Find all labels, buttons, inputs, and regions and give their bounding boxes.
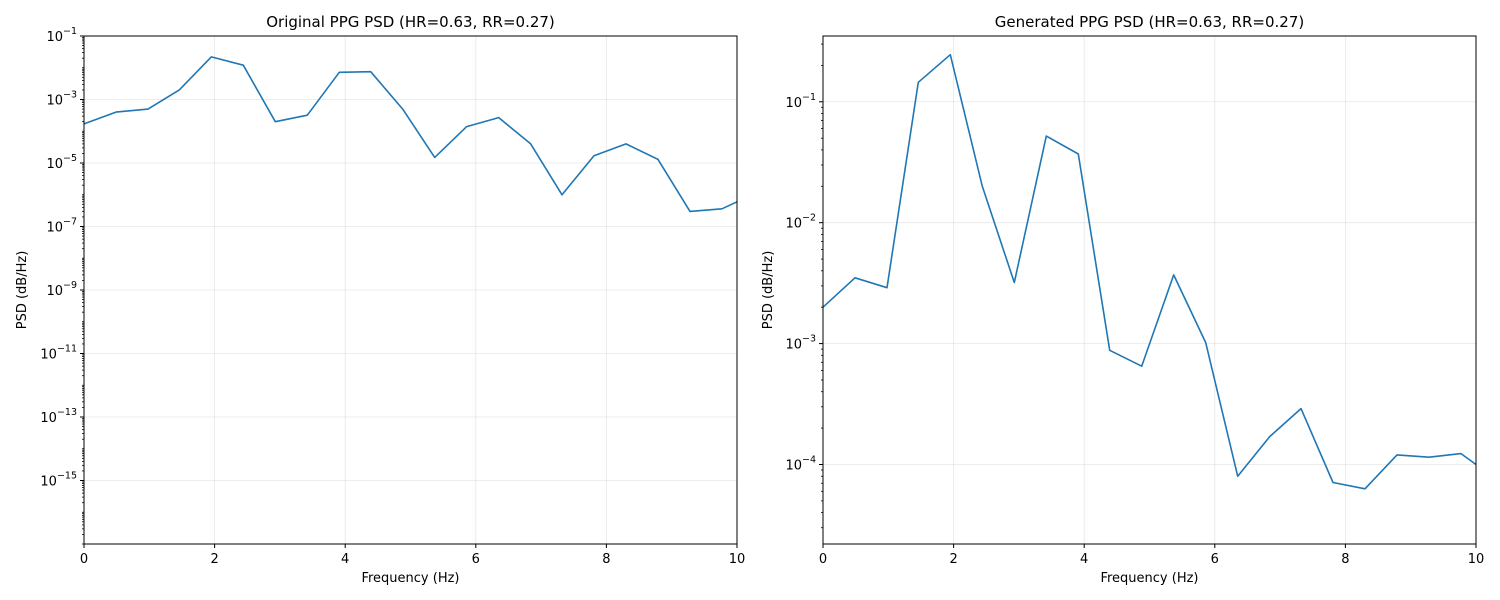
x-tick-label: 10	[1468, 552, 1485, 567]
right-y-axis-label: PSD (dB/Hz)	[761, 251, 776, 330]
y-tick-label: 10−1	[46, 26, 77, 45]
y-tick-label: 10−9	[46, 280, 77, 299]
original-psd-line	[83, 56, 738, 213]
x-tick-label: 2	[210, 552, 218, 567]
right-chart-title: Generated PPG PSD (HR=0.63, RR=0.27)	[995, 13, 1304, 31]
x-tick-label: 8	[1341, 552, 1349, 567]
x-tick-label: 0	[819, 552, 827, 567]
x-tick-label: 4	[341, 552, 349, 567]
y-tick-label: 10−3	[785, 334, 816, 353]
x-tick-label: 6	[1211, 552, 1219, 567]
left-x-axis-label: Frequency (Hz)	[361, 571, 459, 586]
y-tick-label: 10−13	[40, 407, 77, 426]
x-tick-label: 8	[602, 552, 610, 567]
y-tick-label: 10−5	[46, 153, 77, 172]
y-tick-label: 10−2	[785, 213, 816, 232]
x-tick-label: 4	[1080, 552, 1088, 567]
x-tick-label: 2	[949, 552, 957, 567]
left-chart: 0 2 4 6 8 10 10−1 10−3 10−5 10−7 10−9 10−11 10−13 10−…	[15, 13, 745, 586]
y-tick-label: 10−1	[785, 92, 816, 111]
generated-psd-line	[822, 53, 1477, 490]
x-tick-label: 0	[80, 552, 88, 567]
y-tick-label: 10−3	[46, 90, 77, 109]
y-tick-label: 10−7	[46, 217, 77, 236]
right-plot-frame	[822, 35, 1477, 545]
y-tick-label: 10−15	[40, 471, 77, 490]
right-x-axis-label: Frequency (Hz)	[1100, 571, 1198, 586]
left-y-axis-label: PSD (dB/Hz)	[15, 251, 30, 330]
left-chart-title: Original PPG PSD (HR=0.63, RR=0.27)	[266, 13, 555, 31]
y-tick-label: 10−4	[785, 454, 816, 473]
x-tick-label: 10	[729, 552, 746, 567]
y-tick-label: 10−11	[40, 344, 77, 363]
x-tick-label: 6	[472, 552, 480, 567]
right-chart: 0 2 4 6 8 10 10−1 10−2 10−3 10−4 Generated PPG PS…	[761, 13, 1484, 586]
